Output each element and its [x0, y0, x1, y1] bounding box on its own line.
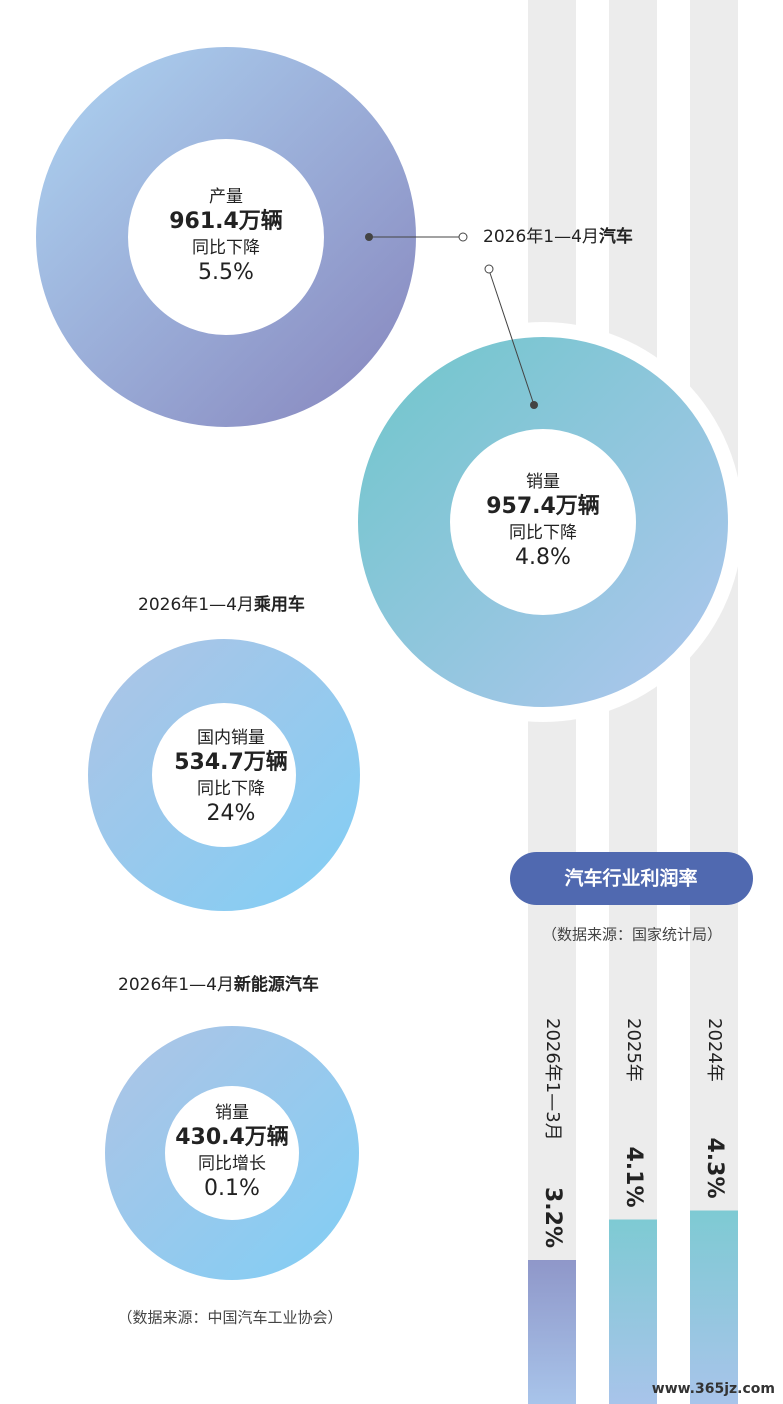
donut: [358, 337, 728, 707]
dot: [365, 233, 373, 241]
bar: [690, 1210, 738, 1404]
change-label: 同比下降: [509, 523, 577, 543]
section-label: 2026年1—4月乘用车: [138, 594, 305, 615]
value-label: 3.2%: [540, 1187, 565, 1248]
change: 0.1%: [204, 1176, 260, 1201]
dot: [530, 401, 538, 409]
category-label: 2024年: [704, 1018, 725, 1082]
bar: [528, 1260, 576, 1404]
donut: [88, 639, 360, 911]
subject: 新能源汽车: [234, 974, 319, 995]
dot: [484, 264, 494, 274]
track: [690, 0, 738, 1404]
source: （数据来源：中国汽车工业协会）: [117, 1309, 342, 1327]
subject: 乘用车: [253, 594, 305, 615]
chart-subtitle: （数据来源：国家统计局）: [542, 926, 722, 944]
change: 24%: [207, 801, 256, 826]
bar: [609, 1219, 657, 1404]
category-label: 2025年: [623, 1018, 644, 1082]
amount: 534.7万辆: [174, 749, 288, 775]
change-label: 同比下降: [197, 779, 265, 799]
connector: [489, 272, 535, 406]
bar-tracks: [528, 0, 738, 1404]
section-label: 2026年1—4月汽车: [483, 226, 633, 247]
amount: 430.4万辆: [175, 1124, 289, 1150]
period: 2026年1—4月: [483, 227, 599, 247]
donut: [105, 1026, 359, 1280]
subject: 汽车: [599, 226, 633, 247]
value-label: 4.1%: [621, 1146, 646, 1207]
chart-title: 汽车行业利润率: [564, 867, 697, 890]
label: 销量: [215, 1103, 249, 1123]
category-label: 2026年1—3月: [542, 1018, 563, 1141]
watermark: www.365jz.com: [652, 1381, 775, 1397]
dot: [458, 232, 468, 242]
change-label: 同比下降: [192, 238, 260, 258]
change: 4.8%: [515, 545, 571, 570]
amount: 957.4万辆: [486, 493, 600, 519]
amount: 961.4万辆: [169, 208, 283, 234]
period: 2026年1—4月: [138, 595, 254, 615]
bars: 2026年1—3月 3.2% 2025年 4.1% 2024年 4.3%: [528, 1018, 738, 1404]
label: 国内销量: [197, 728, 265, 748]
value-label: 4.3%: [702, 1137, 727, 1198]
change: 5.5%: [198, 260, 254, 285]
label: 销量: [526, 472, 560, 492]
title-pill: [510, 852, 753, 905]
period: 2026年1—4月: [118, 975, 234, 995]
label: 产量: [209, 187, 243, 207]
change-label: 同比增长: [198, 1154, 266, 1174]
section-label: 2026年1—4月新能源汽车: [118, 974, 319, 995]
donut: [36, 47, 416, 427]
